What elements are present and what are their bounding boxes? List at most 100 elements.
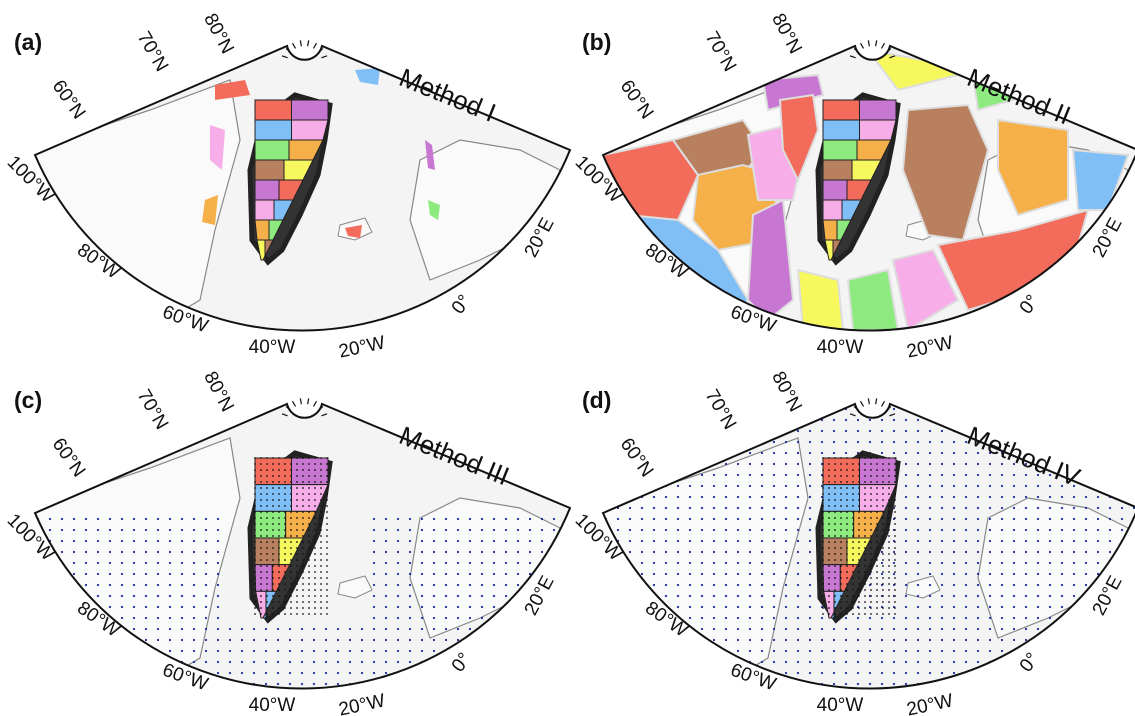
grid-point — [133, 694, 135, 696]
grid-point — [541, 628, 543, 630]
basin-point — [876, 505, 878, 507]
basin-point — [840, 535, 842, 537]
grid-point — [941, 551, 943, 553]
grid-point — [857, 628, 859, 630]
grid-point — [1121, 452, 1123, 454]
basin — [823, 160, 852, 180]
grid-point — [593, 573, 595, 575]
grid-point — [253, 672, 255, 674]
basin-point — [888, 583, 890, 585]
pole-tick — [876, 40, 877, 46]
basin-point — [888, 541, 890, 543]
basin-point — [864, 607, 866, 609]
basin-point — [278, 577, 280, 579]
grid-point — [593, 672, 595, 674]
grid-point — [265, 661, 267, 663]
grid-point — [677, 683, 679, 685]
grid-point — [1121, 529, 1123, 531]
grid-point — [665, 529, 667, 531]
grid-point — [605, 507, 607, 509]
grid-point — [1109, 683, 1111, 685]
basin-point — [284, 517, 286, 519]
grid-point — [229, 661, 231, 663]
grid-point — [1001, 551, 1003, 553]
grid-point — [989, 397, 991, 399]
basin-point — [296, 613, 298, 615]
grid-point — [953, 650, 955, 652]
grid-point — [809, 441, 811, 443]
region — [1073, 150, 1128, 210]
basin-point — [308, 487, 310, 489]
basin-point — [254, 553, 256, 555]
grid-point — [725, 573, 727, 575]
graticule-label: 60°N — [48, 434, 90, 481]
grid-point — [1025, 485, 1027, 487]
grid-point — [1097, 452, 1099, 454]
basin-point — [266, 469, 268, 471]
grid-point — [1037, 617, 1039, 619]
basin-point — [888, 517, 890, 519]
grid-point — [553, 661, 555, 663]
grid-point — [689, 430, 691, 432]
basin-point — [870, 589, 872, 591]
grid-point — [1121, 562, 1123, 564]
grid-point — [737, 551, 739, 553]
grid-point — [905, 628, 907, 630]
grid-point — [205, 595, 207, 597]
basin-point — [278, 601, 280, 603]
grid-point — [1073, 650, 1075, 652]
grid-point — [1061, 595, 1063, 597]
grid-point — [481, 573, 483, 575]
grid-point — [109, 683, 111, 685]
grid-point — [445, 584, 447, 586]
basin-point — [858, 469, 860, 471]
basin-point — [840, 475, 842, 477]
grid-point — [1109, 529, 1111, 531]
grid-point — [157, 595, 159, 597]
grid-point — [785, 518, 787, 520]
grid-point — [617, 573, 619, 575]
grid-point — [421, 518, 423, 520]
grid-point — [1121, 507, 1123, 509]
grid-point — [1121, 485, 1123, 487]
grid-point — [941, 584, 943, 586]
basin-point — [822, 553, 824, 555]
basin-point — [290, 559, 292, 561]
grid-point — [49, 683, 51, 685]
basin-point — [840, 505, 842, 507]
basin-point — [876, 511, 878, 513]
grid-point — [217, 694, 219, 696]
grid-point — [61, 650, 63, 652]
grid-point — [797, 584, 799, 586]
grid-point — [821, 639, 823, 641]
grid-point — [845, 672, 847, 674]
grid-point — [433, 617, 435, 619]
grid-point — [653, 408, 655, 410]
grid-point — [749, 408, 751, 410]
basin-point — [308, 595, 310, 597]
basin-point — [260, 559, 262, 561]
grid-point — [385, 650, 387, 652]
grid-point — [565, 650, 567, 652]
basin-point — [894, 553, 896, 555]
grid-point — [1025, 639, 1027, 641]
grid-point — [517, 584, 519, 586]
basin-point — [326, 583, 328, 585]
grid-point — [629, 496, 631, 498]
basin-point — [326, 487, 328, 489]
basin-point — [284, 601, 286, 603]
grid-point — [833, 452, 835, 454]
grid-point — [749, 562, 751, 564]
grid-point — [1121, 639, 1123, 641]
grid-point — [989, 529, 991, 531]
grid-point — [577, 617, 579, 619]
grid-point — [965, 595, 967, 597]
basin-point — [290, 475, 292, 477]
basin-point — [266, 565, 268, 567]
grid-point — [713, 540, 715, 542]
grid-point — [133, 606, 135, 608]
basin — [255, 100, 292, 120]
grid-point — [409, 606, 411, 608]
grid-point — [881, 650, 883, 652]
grid-point — [653, 683, 655, 685]
